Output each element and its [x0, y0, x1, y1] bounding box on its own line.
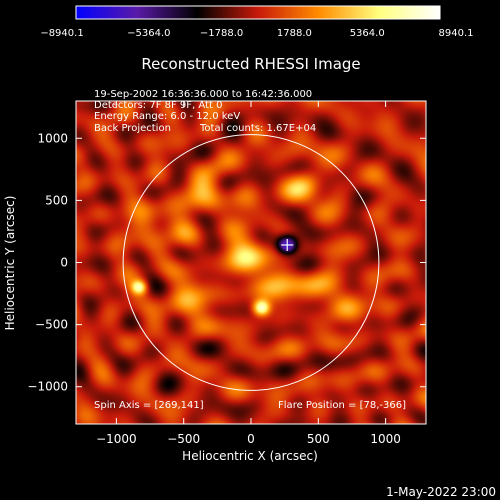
annotation-time-range: 19-Sep-2002 16:36:36.000 to 16:42:36.000 — [94, 89, 312, 100]
annotation-detectors: Detectors: 7F 8F 9F, Att 0 — [94, 100, 222, 111]
footer-timestamp: 1-May-2022 23:00 — [386, 485, 496, 499]
solar-limb-circle — [122, 134, 380, 391]
spin-axis-label: Spin Axis = [269,141] — [94, 400, 204, 411]
colorbar-tick-label: −8940.1 — [40, 28, 83, 39]
spin-axis-marker — [281, 238, 294, 251]
colorbar — [75, 5, 441, 20]
annotation-energy-range: Energy Range: 6.0 - 12.0 keV — [94, 111, 240, 122]
colorbar-tick-label: 8940.1 — [439, 28, 474, 39]
y-tick-label: −500 — [35, 318, 68, 332]
y-tick-label: −1000 — [27, 380, 68, 394]
chart-title: Reconstructed RHESSI Image — [141, 55, 360, 73]
colorbar-tick-label: −1788.0 — [200, 28, 243, 39]
image-canvas-wrap — [76, 101, 426, 424]
x-tick-label: 0 — [247, 432, 255, 446]
x-axis-label: Heliocentric X (arcsec) — [182, 449, 318, 463]
x-tick-label: 1000 — [370, 432, 401, 446]
annotation-block: 19-Sep-2002 16:36:36.000 to 16:42:36.000… — [94, 89, 316, 134]
colorbar-tick-label: −5364.0 — [127, 28, 170, 39]
y-tick-label: 1000 — [37, 131, 68, 145]
colorbar-tick-label: 5364.0 — [350, 28, 385, 39]
x-tick-label: −1000 — [96, 432, 137, 446]
y-axis-label: Heliocentric Y (arcsec) — [3, 196, 17, 331]
flare-position-label: Flare Position = [78,-366] — [278, 400, 406, 411]
y-tick-label: 500 — [45, 193, 68, 207]
y-tick-label: 0 — [60, 256, 68, 270]
annotation-method: Back Projection — [94, 123, 171, 134]
colorbar-tick-label: 1788.0 — [277, 28, 312, 39]
axis-ticks: −1000 −500 0 500 1000 −1000 −500 0 500 1000 — [27, 101, 426, 446]
image-heatmap — [76, 101, 426, 424]
colorbar-ticks: −8940.1 −5364.0 −1788.0 1788.0 5364.0 8940.1 — [40, 28, 473, 39]
x-tick-label: 500 — [307, 432, 330, 446]
annotation-total-counts: Total counts: 1.67E+04 — [199, 123, 316, 134]
x-tick-label: −500 — [167, 432, 200, 446]
